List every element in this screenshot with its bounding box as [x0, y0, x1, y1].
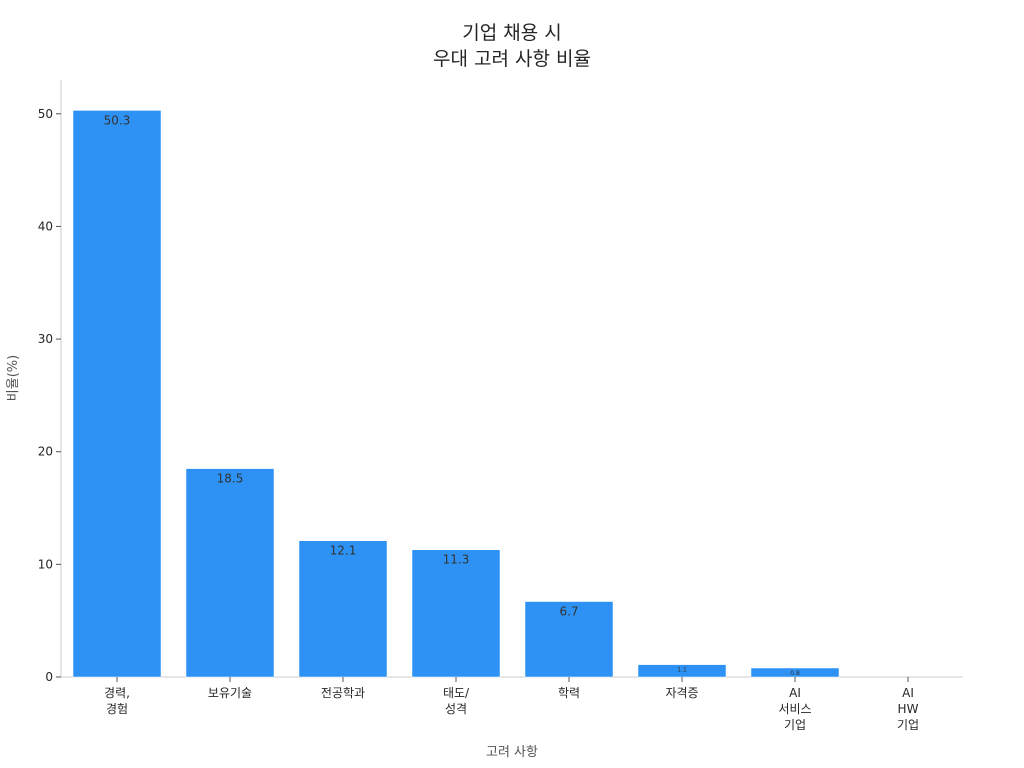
x-tick-label: 보유기술: [208, 686, 252, 700]
bar: [411, 549, 501, 678]
y-tick-label: 40: [38, 219, 53, 233]
x-tick-label: HW: [898, 702, 919, 716]
x-tick-label: 경력,: [104, 686, 130, 700]
x-tick-label: 자격증: [665, 686, 698, 700]
bar-value-label: 18.5: [217, 472, 244, 486]
bar-value-label: 11.3: [443, 553, 470, 567]
y-axis-label: 비율(%): [6, 355, 21, 401]
y-tick-label: 30: [38, 332, 53, 346]
x-tick-label: 경험: [106, 702, 128, 716]
x-tick-label: 학력: [558, 686, 580, 700]
y-tick-label: 50: [38, 107, 53, 121]
x-tick-label: 서비스: [778, 702, 811, 716]
bar-value-label: 50.3: [104, 113, 131, 127]
x-tick-label: AI: [789, 686, 801, 700]
bar: [524, 601, 614, 678]
x-tick-label: 기업: [784, 718, 806, 732]
bar-value-label: 0.8: [790, 670, 800, 677]
x-tick-label: 기업: [897, 718, 919, 732]
bar: [185, 468, 275, 678]
x-axis-label: 고려 사항: [486, 745, 538, 760]
chart-title-line-1: 기업 채용 시: [462, 22, 561, 44]
bar-value-label: 1.1: [677, 667, 687, 674]
y-axis-ticks: 0 10 20 30 40 50: [38, 107, 61, 684]
y-tick-label: 0: [45, 670, 53, 684]
y-tick-label: 20: [38, 445, 53, 459]
x-tick-label: 태도/: [443, 686, 470, 700]
y-tick-label: 10: [38, 557, 53, 571]
x-tick-label: AI: [902, 686, 914, 700]
bar-value-label: 12.1: [330, 544, 357, 558]
bar: [298, 540, 388, 678]
chart-title-line-2: 우대 고려 사항 비율: [433, 48, 591, 70]
bar: [72, 110, 162, 678]
x-tick-label: 전공학과: [321, 686, 365, 700]
bar-series: 50.3 18.5 12.1 11.3 6.7 1.1 0.8: [72, 110, 840, 678]
x-tick-label: 성격: [445, 702, 467, 716]
bar-value-label: 6.7: [559, 605, 578, 619]
